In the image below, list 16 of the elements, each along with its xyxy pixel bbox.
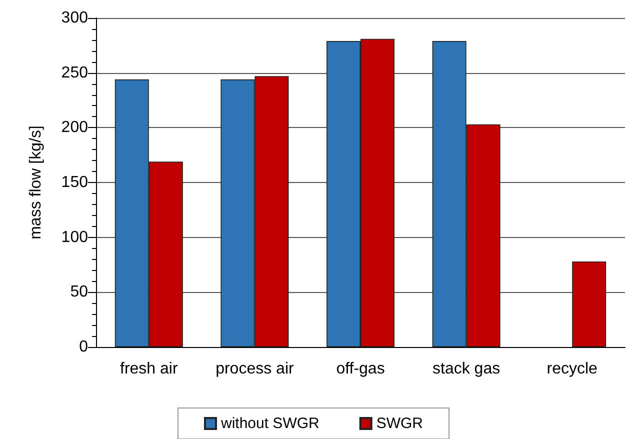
y-tick-label: 300 <box>61 10 88 26</box>
y-tick-label: 200 <box>61 119 88 136</box>
y-tick-label: 100 <box>61 228 88 246</box>
y-tick-label: 150 <box>61 174 88 191</box>
legend-label: without SWGR <box>220 415 320 432</box>
x-tick-label: process air <box>216 360 294 378</box>
y-tick-label: 250 <box>61 64 88 82</box>
y-tick-label: 50 <box>70 284 88 301</box>
x-tick-label: stack gas <box>432 360 500 378</box>
bar <box>572 261 606 347</box>
y-axis-title: mass flow [kg/s] <box>28 126 44 240</box>
x-tick-label: fresh air <box>120 360 178 378</box>
x-tick-label: off-gas <box>336 360 385 378</box>
legend-label: SWGR <box>376 415 424 432</box>
y-tick-label: 0 <box>79 338 88 356</box>
x-tick-label: recycle <box>546 360 598 378</box>
